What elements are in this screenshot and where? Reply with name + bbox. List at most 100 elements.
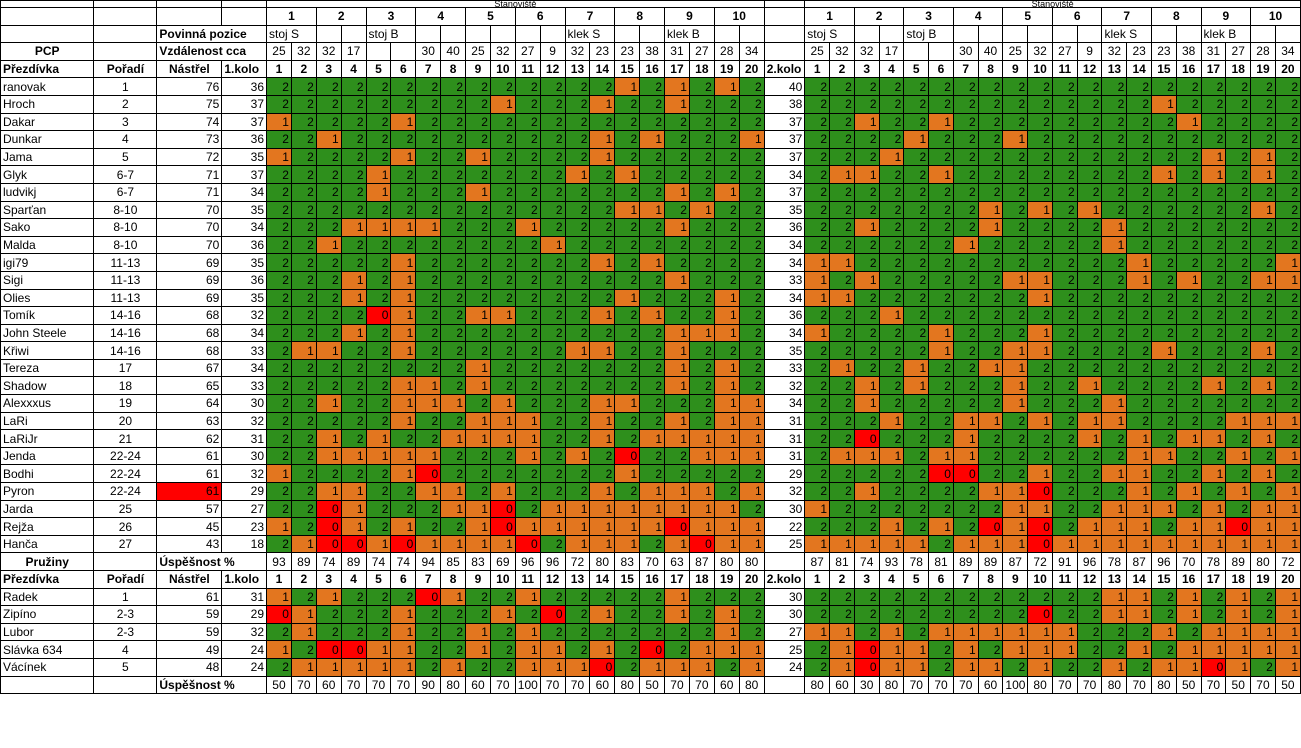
score-cell: 2 <box>878 376 905 396</box>
distance-cell: 23 <box>1126 42 1153 61</box>
score-cell: 2 <box>340 235 367 255</box>
player-name: Tereza <box>0 358 95 378</box>
score-cell: 2 <box>1250 235 1276 255</box>
score-cell: 2 <box>738 77 765 96</box>
player-total: 59 <box>156 605 223 624</box>
score-cell: 1 <box>365 165 392 184</box>
score-cell: 2 <box>878 182 905 202</box>
station-number: 4 <box>952 7 1004 26</box>
player-total: 63 <box>156 411 223 431</box>
score-cell: 2 <box>878 358 905 378</box>
distance-cell: 34 <box>738 42 765 61</box>
score-cell: 1 <box>1151 165 1177 184</box>
score-cell: 2 <box>290 94 317 114</box>
score-cell: 2 <box>415 253 442 272</box>
score-cell: 2 <box>489 464 516 484</box>
score-cell: 2 <box>1051 429 1078 448</box>
score-cell: 2 <box>1175 306 1202 325</box>
score-cell: 1 <box>365 218 392 237</box>
score-cell: 2 <box>1225 288 1252 308</box>
score-cell: 2 <box>1151 112 1177 132</box>
success-cell: 70 <box>1250 675 1276 695</box>
score-cell: 0 <box>340 534 367 554</box>
score-cell: 2 <box>639 218 666 237</box>
score-cell: 2 <box>928 587 954 607</box>
score-cell: 2 <box>903 253 930 272</box>
score-cell: 1 <box>1175 534 1202 554</box>
success-cell: 70 <box>539 675 566 695</box>
score-cell: 2 <box>539 165 566 184</box>
score-cell: 1 <box>340 323 367 343</box>
success-cell: 50 <box>1175 675 1202 695</box>
score-cell: 2 <box>290 200 317 220</box>
score-cell: 2 <box>564 429 591 448</box>
score-cell: 2 <box>539 200 566 220</box>
empty-cell <box>1076 24 1103 44</box>
score-cell: 2 <box>614 358 641 378</box>
score-cell: 2 <box>340 165 367 184</box>
score-cell: 2 <box>1250 77 1276 96</box>
success-cell: 89 <box>290 552 317 571</box>
score-cell: 1 <box>315 482 342 501</box>
empty-cell <box>1250 24 1276 44</box>
score-cell: 2 <box>415 341 442 360</box>
score-cell: 2 <box>713 112 740 132</box>
score-cell: 2 <box>878 94 905 114</box>
distance-cell: 17 <box>340 42 367 61</box>
score-cell: 1 <box>465 622 491 642</box>
score-cell: 1 <box>738 394 765 413</box>
score-cell: 2 <box>465 94 491 114</box>
score-cell: 2 <box>340 94 367 114</box>
score-cell: 2 <box>539 218 566 237</box>
score-cell: 2 <box>952 517 979 536</box>
score-cell: 2 <box>1200 253 1227 272</box>
score-cell: 1 <box>1101 534 1128 554</box>
score-cell: 2 <box>1101 482 1128 501</box>
player-name: Bodhi <box>0 464 95 484</box>
score-cell: 2 <box>829 341 855 360</box>
success-cell: 63 <box>664 552 690 571</box>
success-cell: 93 <box>878 552 905 571</box>
empty-cell <box>0 675 95 695</box>
score-cell: 1 <box>340 482 367 501</box>
score-cell: 2 <box>952 288 979 308</box>
score-cell: 2 <box>1101 288 1128 308</box>
score-cell: 2 <box>1175 253 1202 272</box>
distance-cell: 40 <box>440 42 467 61</box>
score-cell: 2 <box>564 640 591 659</box>
pcp-player-row: LaRi 20 63 32 2 2 2 2 2 1 2 2 1 1 1 2 2 1 2 2 1 2 1 1 31 2 2 2 1 2 2 1 1… <box>0 411 1301 431</box>
score-cell: 1 <box>1274 534 1301 554</box>
player-rank: 21 <box>93 429 158 448</box>
score-cell: 1 <box>465 182 491 202</box>
score-cell: 1 <box>664 499 690 519</box>
score-cell: 2 <box>365 288 392 308</box>
score-cell: 1 <box>1175 517 1202 536</box>
score-cell: 2 <box>853 341 880 360</box>
score-cell: 1 <box>415 482 442 501</box>
success-cell: 74 <box>365 552 392 571</box>
score-cell: 1 <box>539 657 566 677</box>
score-cell: 1 <box>539 499 566 519</box>
score-cell: 1 <box>290 622 317 642</box>
score-cell: 2 <box>514 605 541 624</box>
score-cell: 2 <box>903 482 930 501</box>
score-cell: 2 <box>440 270 467 290</box>
player-name: Sako <box>0 218 95 237</box>
score-cell: 1 <box>928 341 954 360</box>
success-cell: 70 <box>564 675 591 695</box>
score-cell: 2 <box>415 288 442 308</box>
score-cell: 2 <box>1027 587 1053 607</box>
score-cell: 2 <box>290 218 317 237</box>
score-cell: 1 <box>465 429 491 448</box>
score-cell: 2 <box>903 112 930 132</box>
success-cell: 70 <box>664 675 690 695</box>
score-cell: 1 <box>1002 358 1029 378</box>
player-kolo2: 25 <box>763 640 806 659</box>
score-cell: 2 <box>614 147 641 167</box>
score-cell: 2 <box>266 499 292 519</box>
player-total: 70 <box>156 200 223 220</box>
score-cell: 1 <box>977 358 1004 378</box>
score-cell: 2 <box>738 587 765 607</box>
success-cell: 89 <box>340 552 367 571</box>
score-cell: 2 <box>1200 446 1227 466</box>
